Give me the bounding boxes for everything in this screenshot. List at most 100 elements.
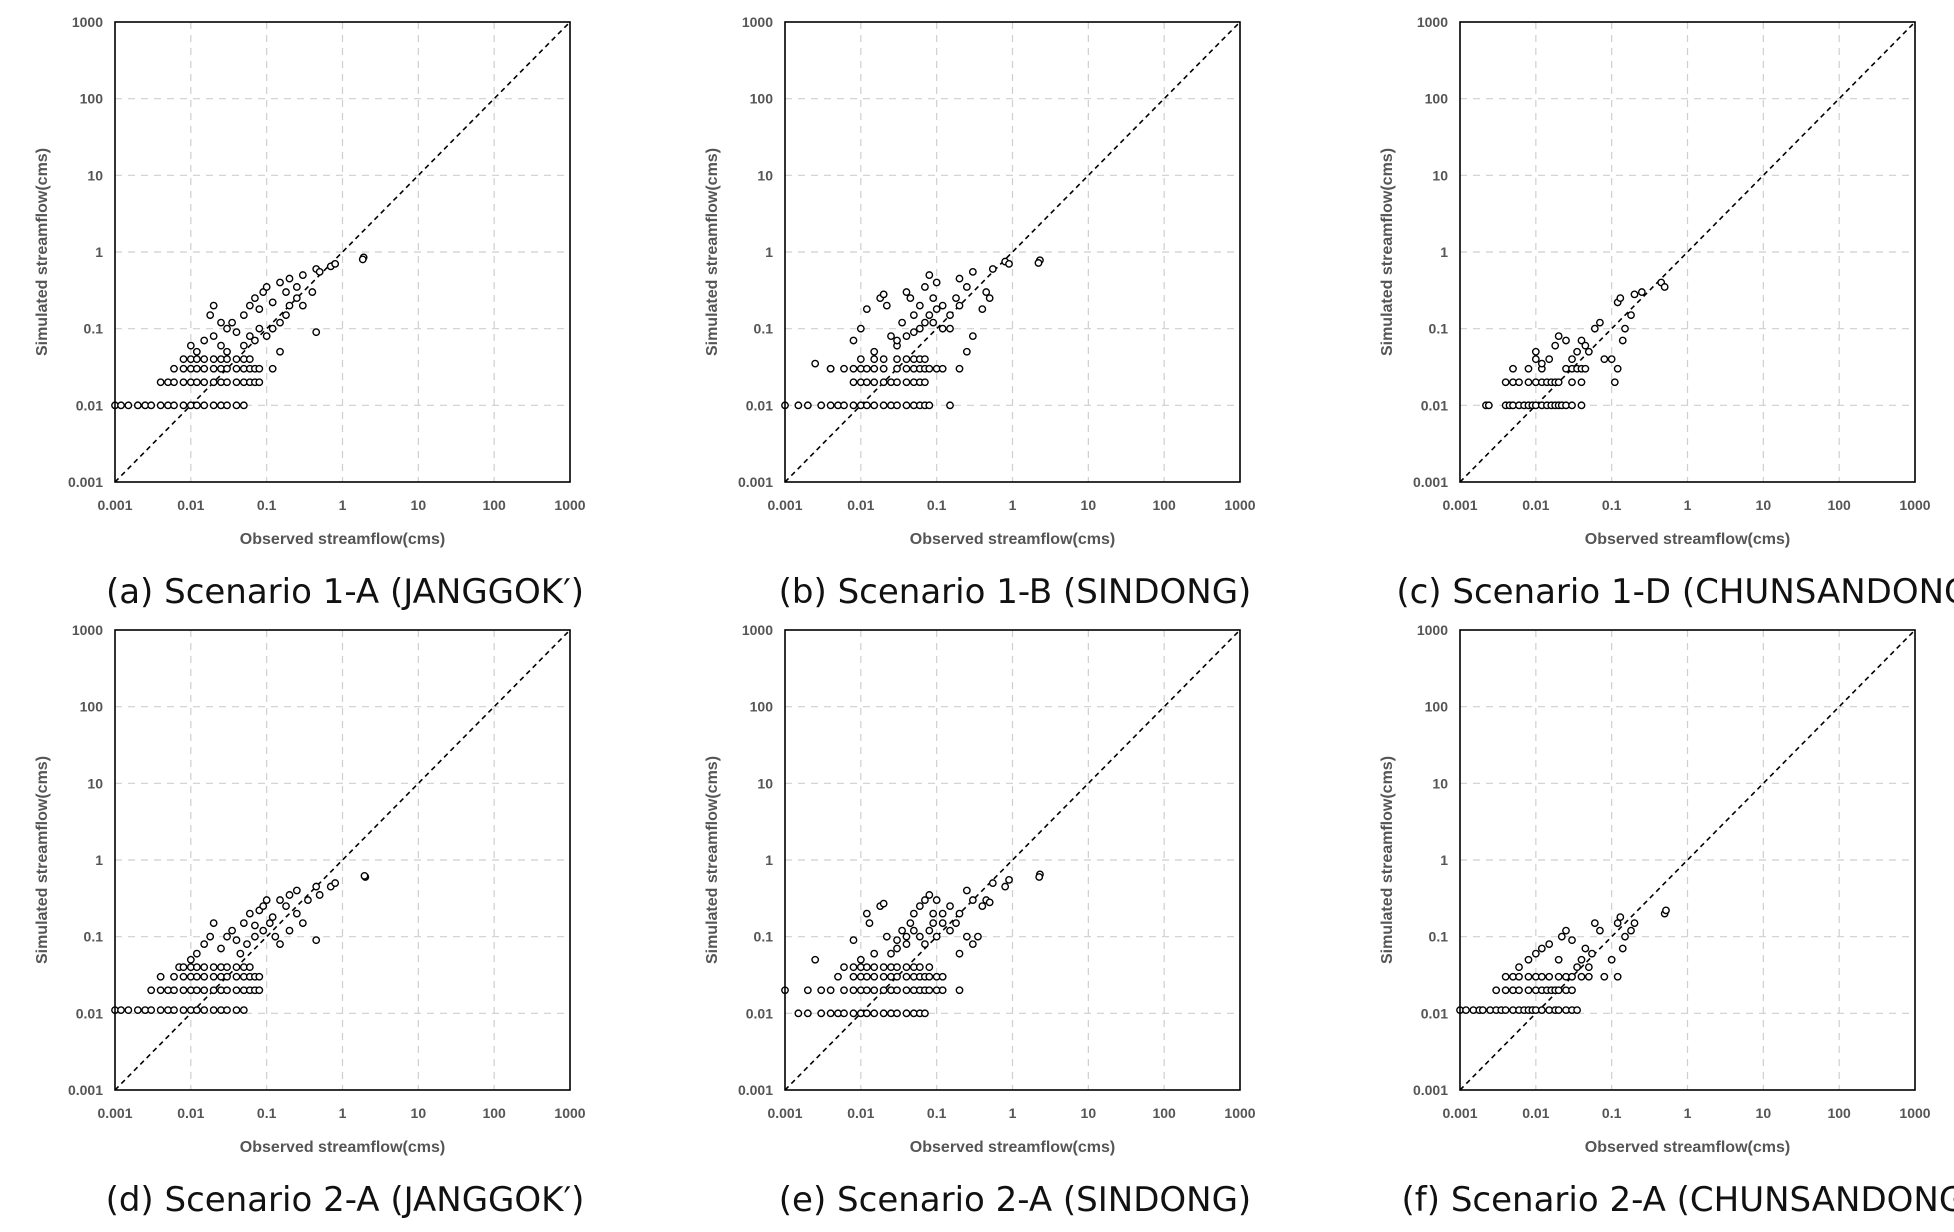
- data-point: [285, 926, 294, 935]
- data-point: [946, 902, 954, 911]
- data-point: [1545, 972, 1554, 981]
- x-tick-label: 10: [411, 1105, 427, 1121]
- data-point: [879, 290, 888, 299]
- scatter-panel-d: 0.001 0.001 0.01 0.01 0.1 0.1 1 1 10 10 100 100 1000…: [20, 620, 670, 1232]
- panel-caption: (d) Scenario 2-A (JANGGOK′): [105, 1180, 585, 1220]
- data-point: [1627, 311, 1635, 320]
- data-point: [1515, 378, 1523, 387]
- panel-caption: (e) Scenario 2-A (SINDONG): [778, 1180, 1252, 1220]
- data-point: [223, 986, 231, 995]
- data-point: [209, 332, 218, 340]
- x-tick-label: 10: [411, 497, 427, 513]
- data-point: [147, 1006, 156, 1015]
- data-point: [239, 311, 248, 320]
- x-tick-label: 0.001: [767, 1105, 802, 1121]
- data-point: [1660, 283, 1669, 291]
- data-point: [849, 963, 858, 972]
- data-point: [946, 926, 954, 935]
- plot-frame: [114, 21, 571, 483]
- y-axis-label: Simulated streamflow(cms): [1379, 148, 1396, 356]
- y-tick-label: 0.1: [754, 929, 774, 945]
- data-point: [209, 919, 218, 928]
- data-point: [1584, 347, 1593, 356]
- x-tick-label: 0.1: [1602, 1105, 1622, 1121]
- data-point: [1577, 378, 1586, 387]
- data-point: [925, 311, 934, 320]
- y-tick-label: 1: [95, 244, 103, 260]
- data-point: [200, 336, 209, 345]
- x-tick-label: 0.01: [847, 1105, 874, 1121]
- data-point: [849, 378, 858, 387]
- data-point: [1581, 341, 1590, 350]
- data-point: [209, 963, 218, 972]
- data-point: [239, 341, 248, 350]
- data-point: [840, 963, 848, 972]
- x-tick-label: 0.1: [1602, 497, 1622, 513]
- data-point: [1662, 906, 1670, 915]
- data-point: [200, 1006, 209, 1015]
- data-point: [978, 902, 987, 911]
- data-point: [955, 364, 964, 373]
- data-point: [223, 355, 231, 364]
- data-point: [1573, 963, 1581, 972]
- data-point: [870, 355, 879, 364]
- data-point: [1545, 355, 1554, 364]
- y-tick-label: 100: [750, 699, 774, 715]
- x-tick-label: 1: [1009, 1105, 1017, 1121]
- scatter-plot-c: 0.001 0.001 0.01 0.01 0.1 0.1 1 1 10 10 100 100 1000…: [1379, 14, 1931, 548]
- data-point: [360, 872, 369, 880]
- data-point: [133, 1006, 142, 1015]
- data-point: [200, 986, 209, 995]
- plot-frame: [114, 629, 571, 1091]
- data-point: [840, 1009, 848, 1018]
- data-point: [1562, 336, 1570, 345]
- y-tick-label: 0.1: [84, 929, 104, 945]
- data-point: [200, 401, 209, 410]
- data-point: [921, 283, 929, 291]
- y-tick-label: 0.001: [68, 1082, 103, 1098]
- x-tick-label: 100: [482, 1105, 506, 1121]
- data-point: [282, 311, 290, 320]
- data-point: [862, 364, 871, 373]
- x-axis-label: Observed streamflow(cms): [910, 1139, 1115, 1156]
- data-point: [1005, 876, 1013, 884]
- data-point: [879, 899, 888, 908]
- data-point: [200, 364, 209, 373]
- data-point: [887, 949, 895, 958]
- data-point: [925, 401, 934, 410]
- y-tick-label: 1: [95, 852, 103, 868]
- data-point: [179, 364, 188, 373]
- data-point: [192, 347, 201, 356]
- data-point: [239, 1006, 248, 1015]
- x-axis-label: Observed streamflow(cms): [1585, 1139, 1790, 1156]
- data-point: [331, 259, 340, 268]
- data-point: [932, 896, 941, 904]
- data-point: [862, 909, 871, 918]
- data-point: [893, 1009, 901, 1018]
- data-point: [879, 401, 888, 410]
- data-point: [292, 909, 301, 918]
- data-point: [902, 972, 911, 981]
- y-tick-label: 1000: [1417, 14, 1448, 30]
- y-tick-label: 1: [765, 244, 773, 260]
- data-point: [879, 355, 888, 364]
- data-point: [862, 401, 871, 410]
- x-axis-label: Observed streamflow(cms): [910, 531, 1115, 548]
- data-point: [170, 972, 178, 981]
- data-point: [312, 882, 321, 891]
- data-point: [1537, 1006, 1546, 1015]
- data-point: [1501, 1006, 1510, 1015]
- data-point: [192, 972, 201, 981]
- data-point: [315, 268, 324, 276]
- data-point: [1596, 926, 1604, 935]
- data-point: [1005, 259, 1013, 268]
- data-point: [217, 944, 225, 953]
- data-point: [1627, 926, 1635, 935]
- data-point: [308, 288, 317, 296]
- data-point: [1554, 1006, 1563, 1015]
- y-tick-label: 100: [750, 91, 774, 107]
- data-point: [902, 332, 911, 340]
- data-point: [870, 347, 879, 356]
- data-point: [1537, 944, 1546, 953]
- data-point: [902, 288, 911, 296]
